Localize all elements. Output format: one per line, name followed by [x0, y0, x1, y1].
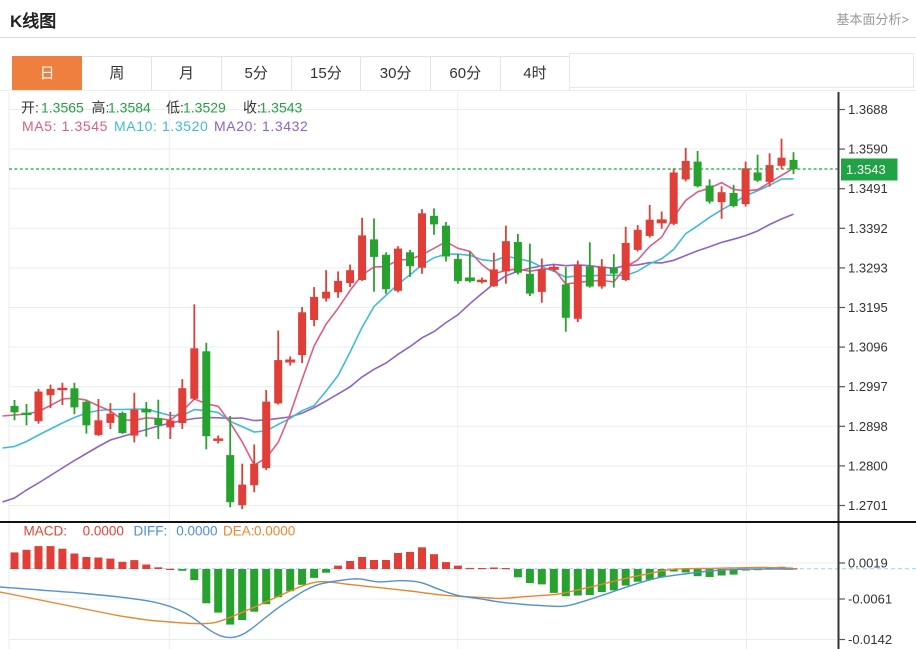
- svg-text:1.3543: 1.3543: [846, 162, 886, 177]
- svg-text:1.3590: 1.3590: [848, 142, 888, 157]
- svg-text:1.2997: 1.2997: [848, 379, 888, 394]
- svg-text:1.3293: 1.3293: [848, 260, 888, 275]
- svg-text:1.3195: 1.3195: [848, 300, 888, 315]
- svg-text:0.0019: 0.0019: [848, 556, 888, 571]
- svg-text:1.3096: 1.3096: [848, 340, 888, 355]
- svg-text:-0.0061: -0.0061: [848, 592, 892, 607]
- svg-text:1.3688: 1.3688: [848, 102, 888, 117]
- svg-text:1.2701: 1.2701: [848, 498, 888, 513]
- svg-text:1.3491: 1.3491: [848, 181, 888, 196]
- svg-text:-0.0142: -0.0142: [848, 632, 892, 647]
- svg-text:1.3392: 1.3392: [848, 221, 888, 236]
- svg-text:1.2898: 1.2898: [848, 419, 888, 434]
- svg-text:1.2800: 1.2800: [848, 458, 888, 473]
